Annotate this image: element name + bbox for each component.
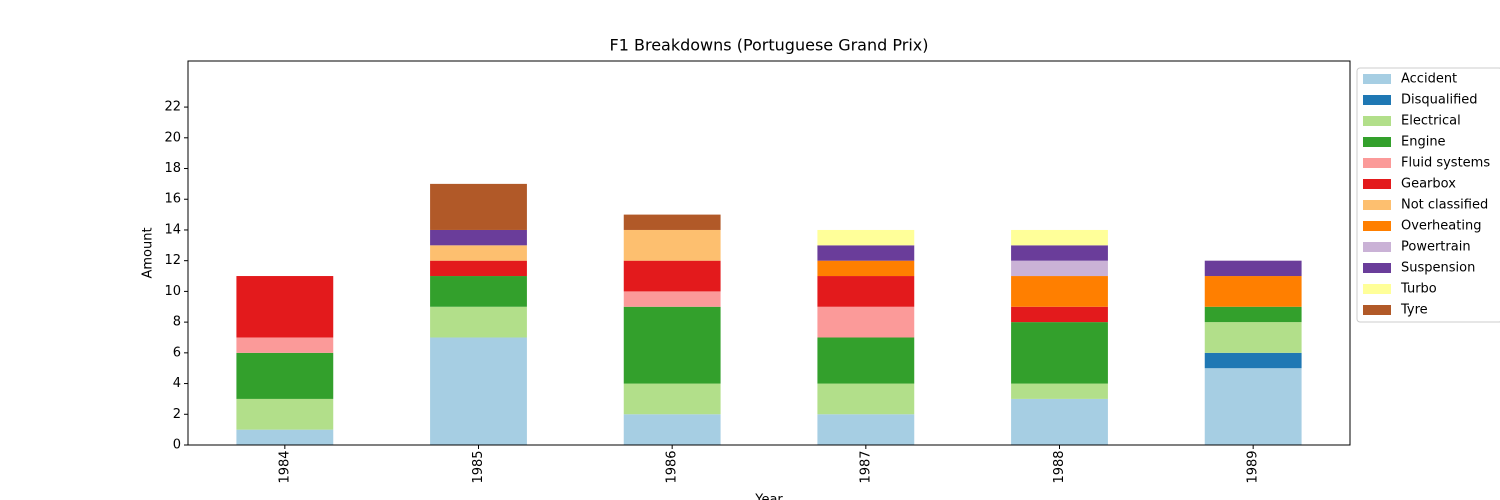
bar-segment xyxy=(817,306,915,338)
x-tick-label: 1987 xyxy=(858,450,873,483)
bar-segment xyxy=(430,229,527,246)
bar-segment xyxy=(817,245,915,261)
bar-segment xyxy=(623,214,721,230)
plot-frame xyxy=(187,60,1351,446)
bar-segment xyxy=(817,383,915,415)
legend-swatch xyxy=(1363,158,1391,168)
y-tick-label: 18 xyxy=(164,161,181,176)
legend-label: Tyre xyxy=(1400,303,1428,318)
bar-segment xyxy=(1204,322,1302,353)
bar-segment xyxy=(1011,306,1108,323)
bar-segment xyxy=(1011,260,1108,277)
bar-segment xyxy=(623,414,721,445)
legend-swatch xyxy=(1363,200,1391,210)
bar-segment xyxy=(430,260,527,277)
y-tick-label: 20 xyxy=(164,130,181,145)
legend-swatch xyxy=(1363,284,1391,294)
bar-segment xyxy=(1011,276,1108,307)
bar-segment xyxy=(623,383,721,415)
bar-segment xyxy=(430,306,527,338)
legend-label: Not classified xyxy=(1401,198,1488,213)
y-tick-label: 0 xyxy=(173,438,181,453)
bar-segment xyxy=(623,291,721,307)
bar-segment xyxy=(1204,368,1302,445)
bar-segment xyxy=(430,245,527,261)
y-tick-label: 2 xyxy=(173,407,181,422)
legend-swatch xyxy=(1363,305,1391,315)
y-tick-label: 8 xyxy=(173,315,181,330)
x-tick-label: 1989 xyxy=(1246,450,1261,483)
y-tick-label: 12 xyxy=(164,253,181,268)
y-tick-label: 16 xyxy=(164,192,181,207)
x-tick-label: 1988 xyxy=(1052,450,1067,483)
bar-segment xyxy=(236,398,334,430)
legend-swatch xyxy=(1363,179,1391,189)
y-tick-label: 4 xyxy=(173,376,181,391)
bar-segment xyxy=(623,306,721,384)
bar-segment xyxy=(236,276,334,338)
legend-swatch xyxy=(1363,242,1391,252)
bar-segment xyxy=(430,337,527,445)
bar-segment xyxy=(817,337,915,384)
bar-segment xyxy=(1204,260,1302,277)
bar-segment xyxy=(236,429,334,445)
x-tick-label: 1986 xyxy=(665,450,680,483)
bar-segment xyxy=(236,352,334,399)
bar-segment xyxy=(1011,229,1108,246)
y-tick-label: 6 xyxy=(173,345,181,360)
bar-segment xyxy=(1204,276,1302,307)
legend-label: Fluid systems xyxy=(1401,156,1490,171)
y-axis-label: Amount xyxy=(141,227,156,278)
bar-segment xyxy=(817,276,915,307)
legend-swatch xyxy=(1363,137,1391,147)
y-tick-label: 22 xyxy=(164,100,181,115)
legend-swatch xyxy=(1363,116,1391,126)
bar-segment xyxy=(817,414,915,445)
legend-label: Electrical xyxy=(1401,114,1461,129)
bar-segment xyxy=(1204,352,1302,369)
bar-segment xyxy=(817,260,915,277)
legend-label: Powertrain xyxy=(1401,240,1471,255)
y-tick-label: 14 xyxy=(164,222,181,237)
legend-label: Accident xyxy=(1401,72,1457,87)
bar-segment xyxy=(1011,322,1108,384)
legend-swatch xyxy=(1363,221,1391,231)
bar-segment xyxy=(1204,306,1302,323)
bar-segment xyxy=(817,229,915,246)
legend-label: Overheating xyxy=(1401,219,1481,234)
legend-swatch xyxy=(1363,74,1391,84)
legend-label: Suspension xyxy=(1401,261,1475,276)
bar-segment xyxy=(430,276,527,307)
legend-label: Disqualified xyxy=(1401,93,1478,108)
legend-label: Gearbox xyxy=(1401,177,1456,192)
bar-segment xyxy=(623,229,721,261)
bar-segment xyxy=(623,260,721,292)
legend-swatch xyxy=(1363,95,1391,105)
legend-label: Turbo xyxy=(1400,282,1437,297)
bar-segment xyxy=(430,183,527,230)
bar-segment xyxy=(1011,245,1108,261)
x-tick-label: 1984 xyxy=(277,450,292,483)
y-tick-label: 10 xyxy=(164,284,181,299)
legend-swatch xyxy=(1363,263,1391,273)
bar-segment xyxy=(236,337,334,353)
x-tick-label: 1985 xyxy=(471,450,486,483)
legend-box xyxy=(1356,67,1500,323)
chart-title: F1 Breakdowns (Portuguese Grand Prix) xyxy=(610,36,929,55)
bar-segment xyxy=(1011,398,1108,445)
legend-label: Engine xyxy=(1401,135,1446,150)
bar-segment xyxy=(1011,383,1108,399)
x-axis-label: Year xyxy=(754,493,783,500)
